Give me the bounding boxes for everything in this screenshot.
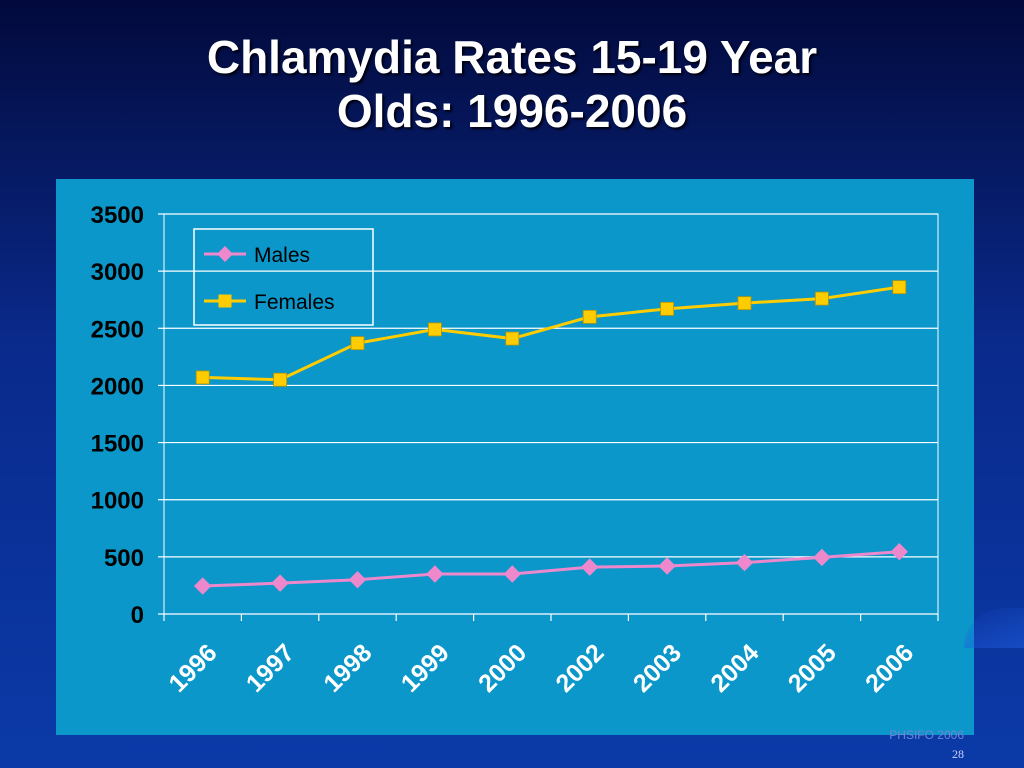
females-data-point bbox=[273, 372, 288, 387]
x-tick-label: 1997 bbox=[241, 639, 300, 698]
chart-panel: 0 500 1000 1500 2000 2500 3000 3500 1996 1997 1998… bbox=[56, 179, 974, 735]
females-series-line bbox=[202, 285, 900, 382]
legend-label-females: Females bbox=[254, 291, 335, 314]
males-data-point bbox=[735, 553, 754, 572]
males-data-point bbox=[348, 571, 367, 589]
x-tick-label: 1996 bbox=[163, 639, 222, 698]
males-data-point bbox=[426, 565, 444, 583]
legend-marker-males bbox=[217, 246, 233, 262]
males-data-point bbox=[271, 574, 289, 592]
y-tick-label: 1000 bbox=[91, 488, 144, 515]
x-tick-label: 2006 bbox=[860, 639, 919, 698]
y-tick-label: 1500 bbox=[91, 431, 144, 458]
y-tick-label: 0 bbox=[131, 602, 144, 629]
females-data-point bbox=[195, 370, 210, 385]
legend-label-males: Males bbox=[254, 244, 310, 267]
x-tick-label: 2002 bbox=[550, 639, 609, 698]
x-tick-label: 2003 bbox=[628, 639, 687, 698]
females-data-point bbox=[660, 301, 674, 316]
males-series-line bbox=[202, 550, 900, 588]
y-tick-label: 2500 bbox=[91, 316, 144, 343]
page-number: 28 bbox=[952, 747, 964, 761]
x-tick-label: 2004 bbox=[705, 639, 764, 698]
line-chart: 0 500 1000 1500 2000 2500 3000 3500 1996 1997 1998… bbox=[91, 202, 939, 698]
y-tick-label: 2000 bbox=[91, 373, 144, 400]
males-data-point bbox=[503, 565, 522, 583]
y-tick-label: 3500 bbox=[91, 202, 144, 229]
legend-box bbox=[193, 228, 374, 326]
x-tick-label: 2000 bbox=[473, 639, 532, 698]
males-data-point bbox=[658, 557, 676, 575]
y-tick-label: 3000 bbox=[91, 259, 144, 286]
slide-title: Chlamydia Rates 15-19 Year Olds: 1996-20… bbox=[0, 30, 1024, 138]
footer-source: PHSIFO 2006 bbox=[889, 728, 964, 742]
slide-title-line-2: Olds: 1996-2006 bbox=[336, 85, 688, 137]
x-tick-label: 1998 bbox=[318, 639, 377, 698]
females-data-point bbox=[350, 336, 365, 351]
females-data-point bbox=[427, 322, 442, 337]
females-data-point bbox=[815, 291, 829, 306]
females-data-point bbox=[582, 309, 597, 324]
x-tick-label: 1999 bbox=[396, 639, 455, 698]
females-data-point bbox=[505, 331, 520, 346]
males-data-point bbox=[580, 558, 599, 576]
males-data-point bbox=[813, 548, 831, 567]
males-data-point bbox=[890, 543, 909, 561]
y-tick-label: 500 bbox=[104, 545, 144, 572]
females-data-point bbox=[892, 280, 907, 295]
legend-marker-females bbox=[218, 294, 232, 308]
x-tick-label: 2005 bbox=[783, 639, 842, 698]
females-data-point bbox=[737, 296, 752, 311]
slide-title-line-1: Chlamydia Rates 15-19 Year bbox=[206, 31, 818, 83]
males-data-point bbox=[193, 577, 212, 595]
